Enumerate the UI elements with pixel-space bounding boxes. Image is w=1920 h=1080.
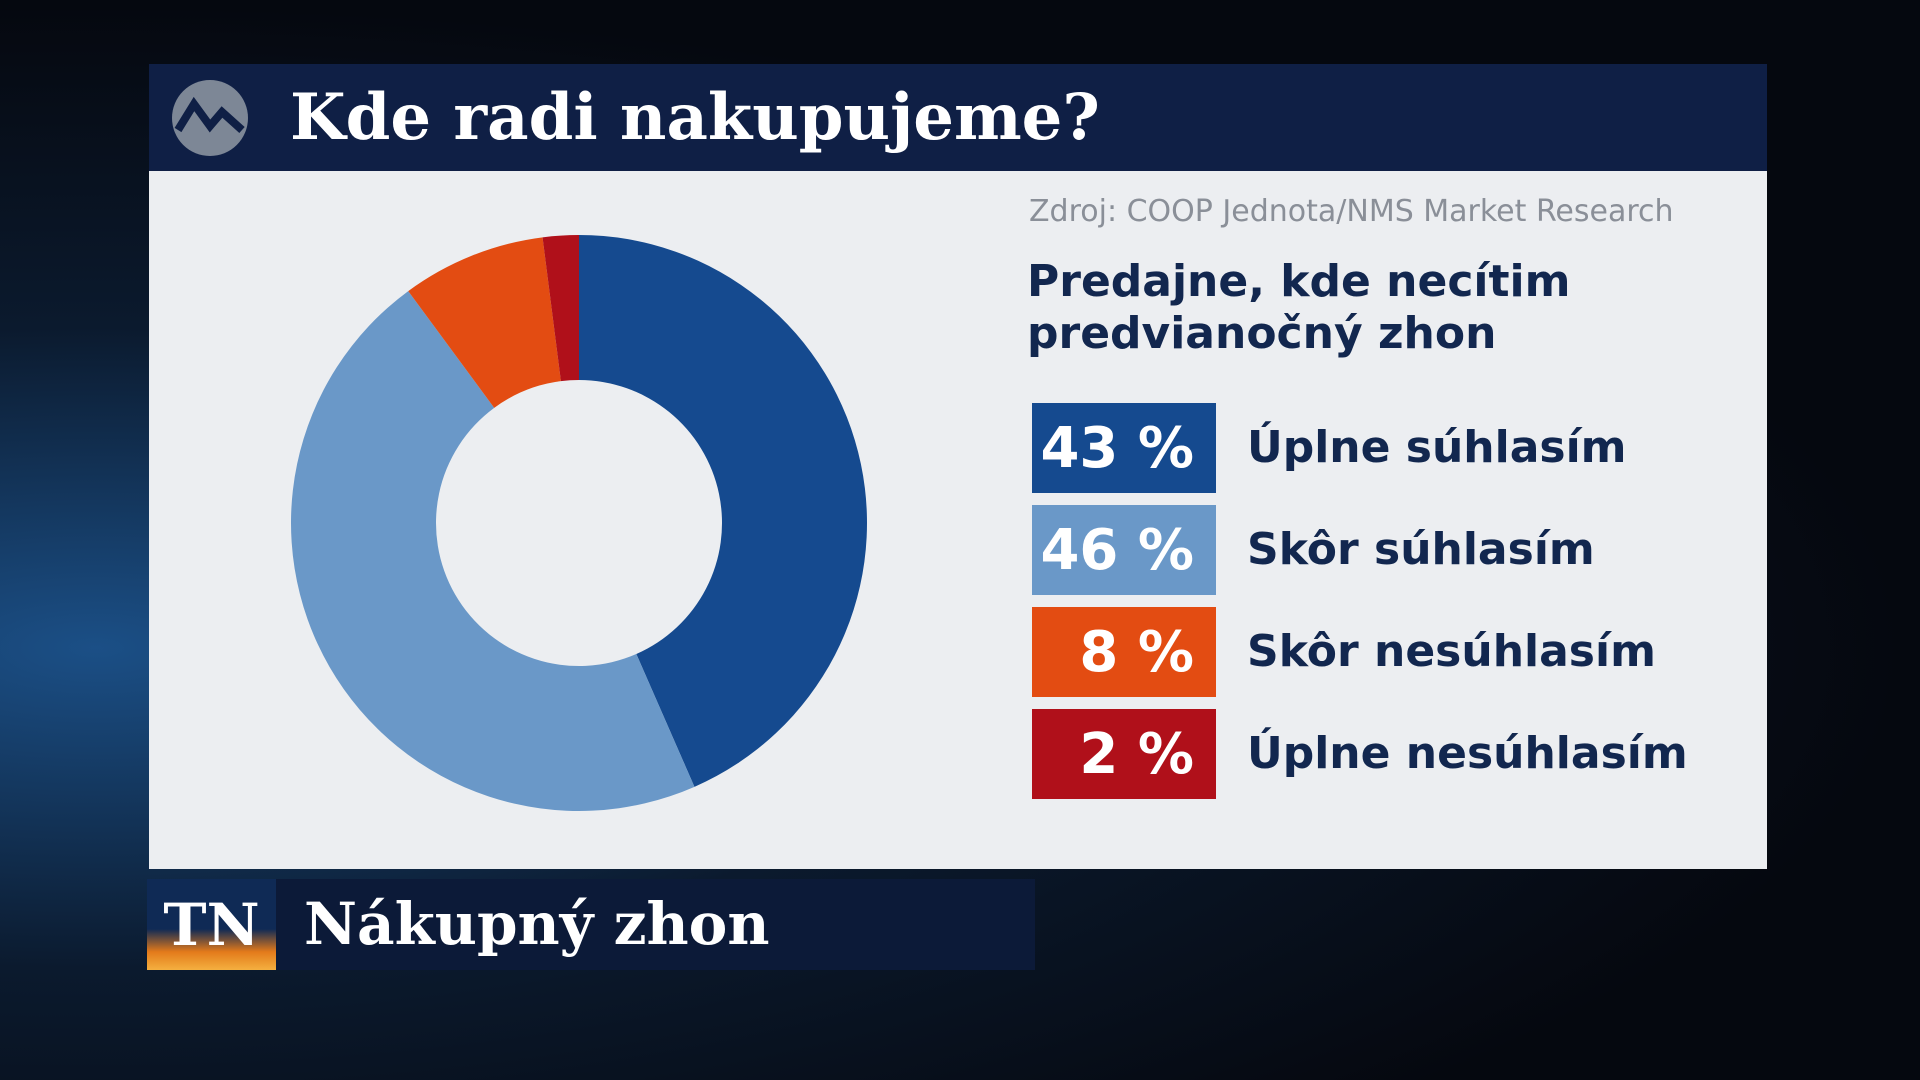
donut-segment [408,237,561,408]
donut-chart [291,235,868,811]
source: Zdroj: COOP Jednota/NMS Market Research [1029,194,1674,229]
legend-label: Úplne nesúhlasím [1247,728,1688,779]
legend-label: Skôr súhlasím [1247,524,1595,575]
header-bar [149,64,1767,171]
chart-title: Predajne, kde necítim predvianočný zhon [1027,256,1571,359]
lower-third-text: Nákupný zhon [304,890,770,958]
donut-segment [579,235,868,787]
donut-segment [291,291,695,811]
value-label: 8 % [1032,607,1216,697]
tn-logo: TN [147,879,276,970]
donut-segment [542,235,579,382]
channel-logo [172,80,248,156]
lower-third [147,879,1035,970]
header-title: Kde radi nakupujeme? [290,80,1100,155]
legend-label: Skôr nesúhlasím [1247,626,1656,677]
value-label: 46 % [1032,505,1216,595]
value-label: 43 % [1032,403,1216,493]
legend-label: Úplne súhlasím [1247,422,1627,473]
value-label: 2 % [1032,709,1216,799]
